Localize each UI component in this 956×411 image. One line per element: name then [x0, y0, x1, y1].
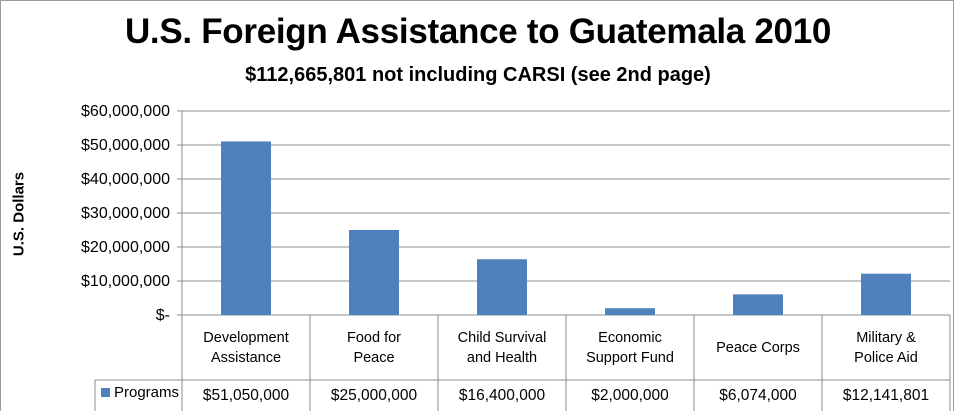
data-table-value: $12,141,801	[843, 387, 929, 404]
bar	[221, 141, 271, 315]
x-category-label: Military &	[856, 330, 916, 346]
y-tick-label: $10,000,000	[81, 273, 170, 290]
data-table-value: $2,000,000	[591, 387, 669, 404]
x-category-label: Support Fund	[586, 350, 674, 366]
bar	[349, 230, 399, 315]
chart-subtitle: $112,665,801 not including CARSI (see 2n…	[245, 64, 711, 86]
x-category-label: and Health	[467, 350, 537, 366]
x-category-label: Peace Corps	[716, 340, 800, 356]
data-table-value: $51,050,000	[203, 387, 290, 404]
data-table-value: $6,074,000	[719, 387, 797, 404]
chart-title: U.S. Foreign Assistance to Guatemala 201…	[124, 12, 832, 51]
y-tick-label: $50,000,000	[81, 137, 170, 154]
legend-swatch	[101, 388, 110, 397]
y-tick-label: $40,000,000	[81, 171, 170, 188]
x-category-label: Assistance	[211, 350, 281, 366]
x-category-label: Police Aid	[854, 350, 918, 366]
y-tick-label: $20,000,000	[81, 239, 170, 256]
x-category-label: Child Survival	[458, 330, 547, 346]
x-category-label: Food for	[347, 330, 401, 346]
legend-label: Programs	[114, 384, 179, 401]
x-category-label: Peace	[353, 350, 394, 366]
x-category-label: Development	[203, 330, 288, 346]
y-tick-label: $30,000,000	[81, 205, 170, 222]
bar	[733, 294, 783, 315]
y-tick-label: $-	[156, 307, 170, 324]
data-table-value: $16,400,000	[459, 387, 546, 404]
bar	[477, 259, 527, 315]
data-table-value: $25,000,000	[331, 387, 418, 404]
y-tick-label: $60,000,000	[81, 103, 170, 120]
bar	[605, 308, 655, 315]
bar	[861, 273, 911, 315]
x-category-label: Economic	[598, 330, 662, 346]
